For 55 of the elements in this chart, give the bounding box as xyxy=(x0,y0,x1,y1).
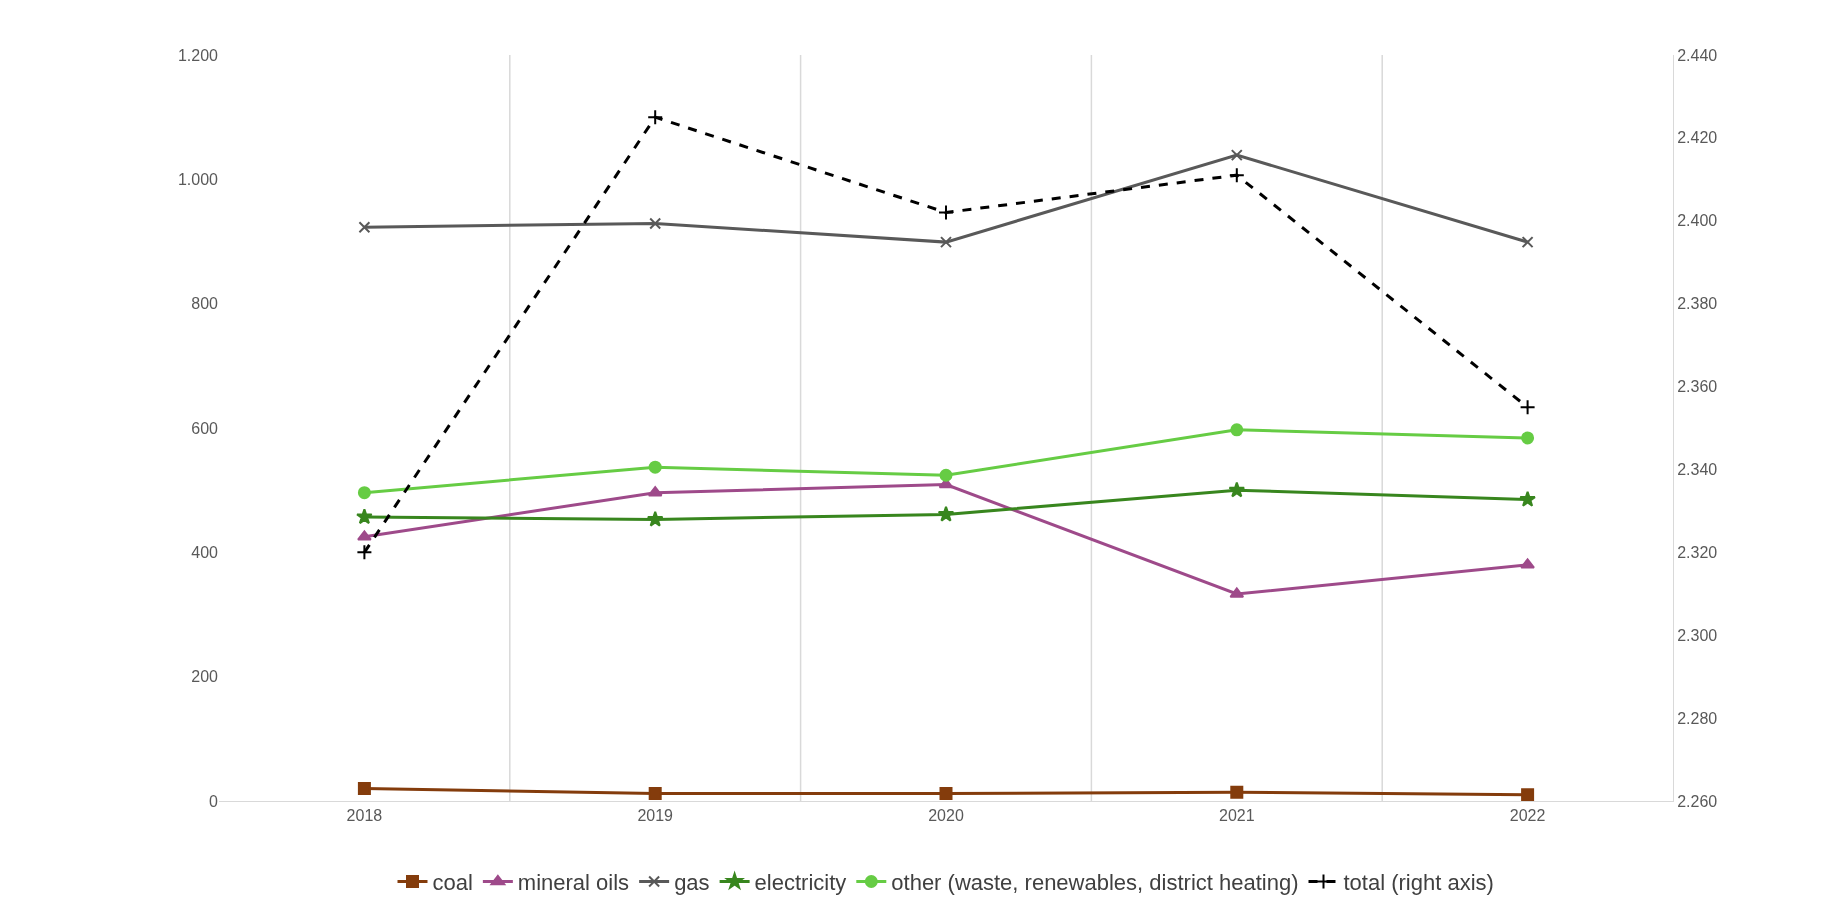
y-tick-label: 200 xyxy=(191,668,219,686)
point xyxy=(939,787,953,801)
point xyxy=(356,544,373,561)
point xyxy=(938,204,954,221)
point xyxy=(646,510,664,527)
y2-tick-label: 2.400 xyxy=(1677,212,1718,230)
y2-tick-label: 2.280 xyxy=(1677,709,1718,727)
point xyxy=(1521,236,1534,249)
point xyxy=(356,508,373,525)
x-tick-label: 2020 xyxy=(928,807,964,825)
legend-label: electricity xyxy=(754,870,847,896)
y2-tick-label: 2.320 xyxy=(1677,543,1718,561)
point xyxy=(1519,399,1536,416)
point xyxy=(357,782,371,796)
point xyxy=(1228,481,1246,498)
point xyxy=(1228,167,1245,184)
y2-tick-label: 2.440 xyxy=(1677,46,1718,64)
x-tick-label: 2021 xyxy=(1219,807,1255,825)
y2-tick-label: 2.420 xyxy=(1677,129,1718,147)
x-tick-label: 2022 xyxy=(1509,807,1546,825)
legend-label: other (waste, renewables, district heating) xyxy=(891,870,1299,896)
point xyxy=(648,460,662,474)
x-tick-label: 2019 xyxy=(637,807,674,825)
point xyxy=(1230,423,1244,437)
y-tick-label: 0 xyxy=(209,792,219,810)
y2-tick-label: 2.360 xyxy=(1677,378,1718,396)
y-tick-label: 600 xyxy=(191,419,219,437)
x-tick-label: 2018 xyxy=(346,807,383,825)
legend-label: gas xyxy=(674,870,710,896)
y-tick-label: 1.200 xyxy=(177,46,219,64)
point xyxy=(357,530,372,541)
y2-tick-label: 2.380 xyxy=(1677,295,1718,313)
point xyxy=(1521,431,1535,445)
y-tick-label: 400 xyxy=(191,543,219,561)
point xyxy=(1519,490,1536,507)
y2-tick-label: 2.340 xyxy=(1677,461,1718,479)
point xyxy=(358,221,371,234)
legend-label: mineral oils xyxy=(517,870,630,896)
point xyxy=(940,236,952,249)
legend-label: coal xyxy=(432,870,473,896)
point xyxy=(1520,558,1535,569)
y-tick-label: 1.000 xyxy=(177,170,219,188)
point xyxy=(1521,788,1535,801)
point xyxy=(649,217,662,230)
point xyxy=(939,468,953,482)
y2-tick-label: 2.260 xyxy=(1677,792,1718,810)
y-tick-label: 800 xyxy=(191,295,219,313)
legend-label: total (right axis) xyxy=(1343,870,1494,896)
y2-tick-label: 2.300 xyxy=(1677,626,1718,644)
point xyxy=(647,109,664,126)
point xyxy=(1230,785,1244,799)
point xyxy=(937,505,955,522)
point xyxy=(1230,149,1243,162)
point xyxy=(648,787,662,801)
point xyxy=(357,486,371,500)
